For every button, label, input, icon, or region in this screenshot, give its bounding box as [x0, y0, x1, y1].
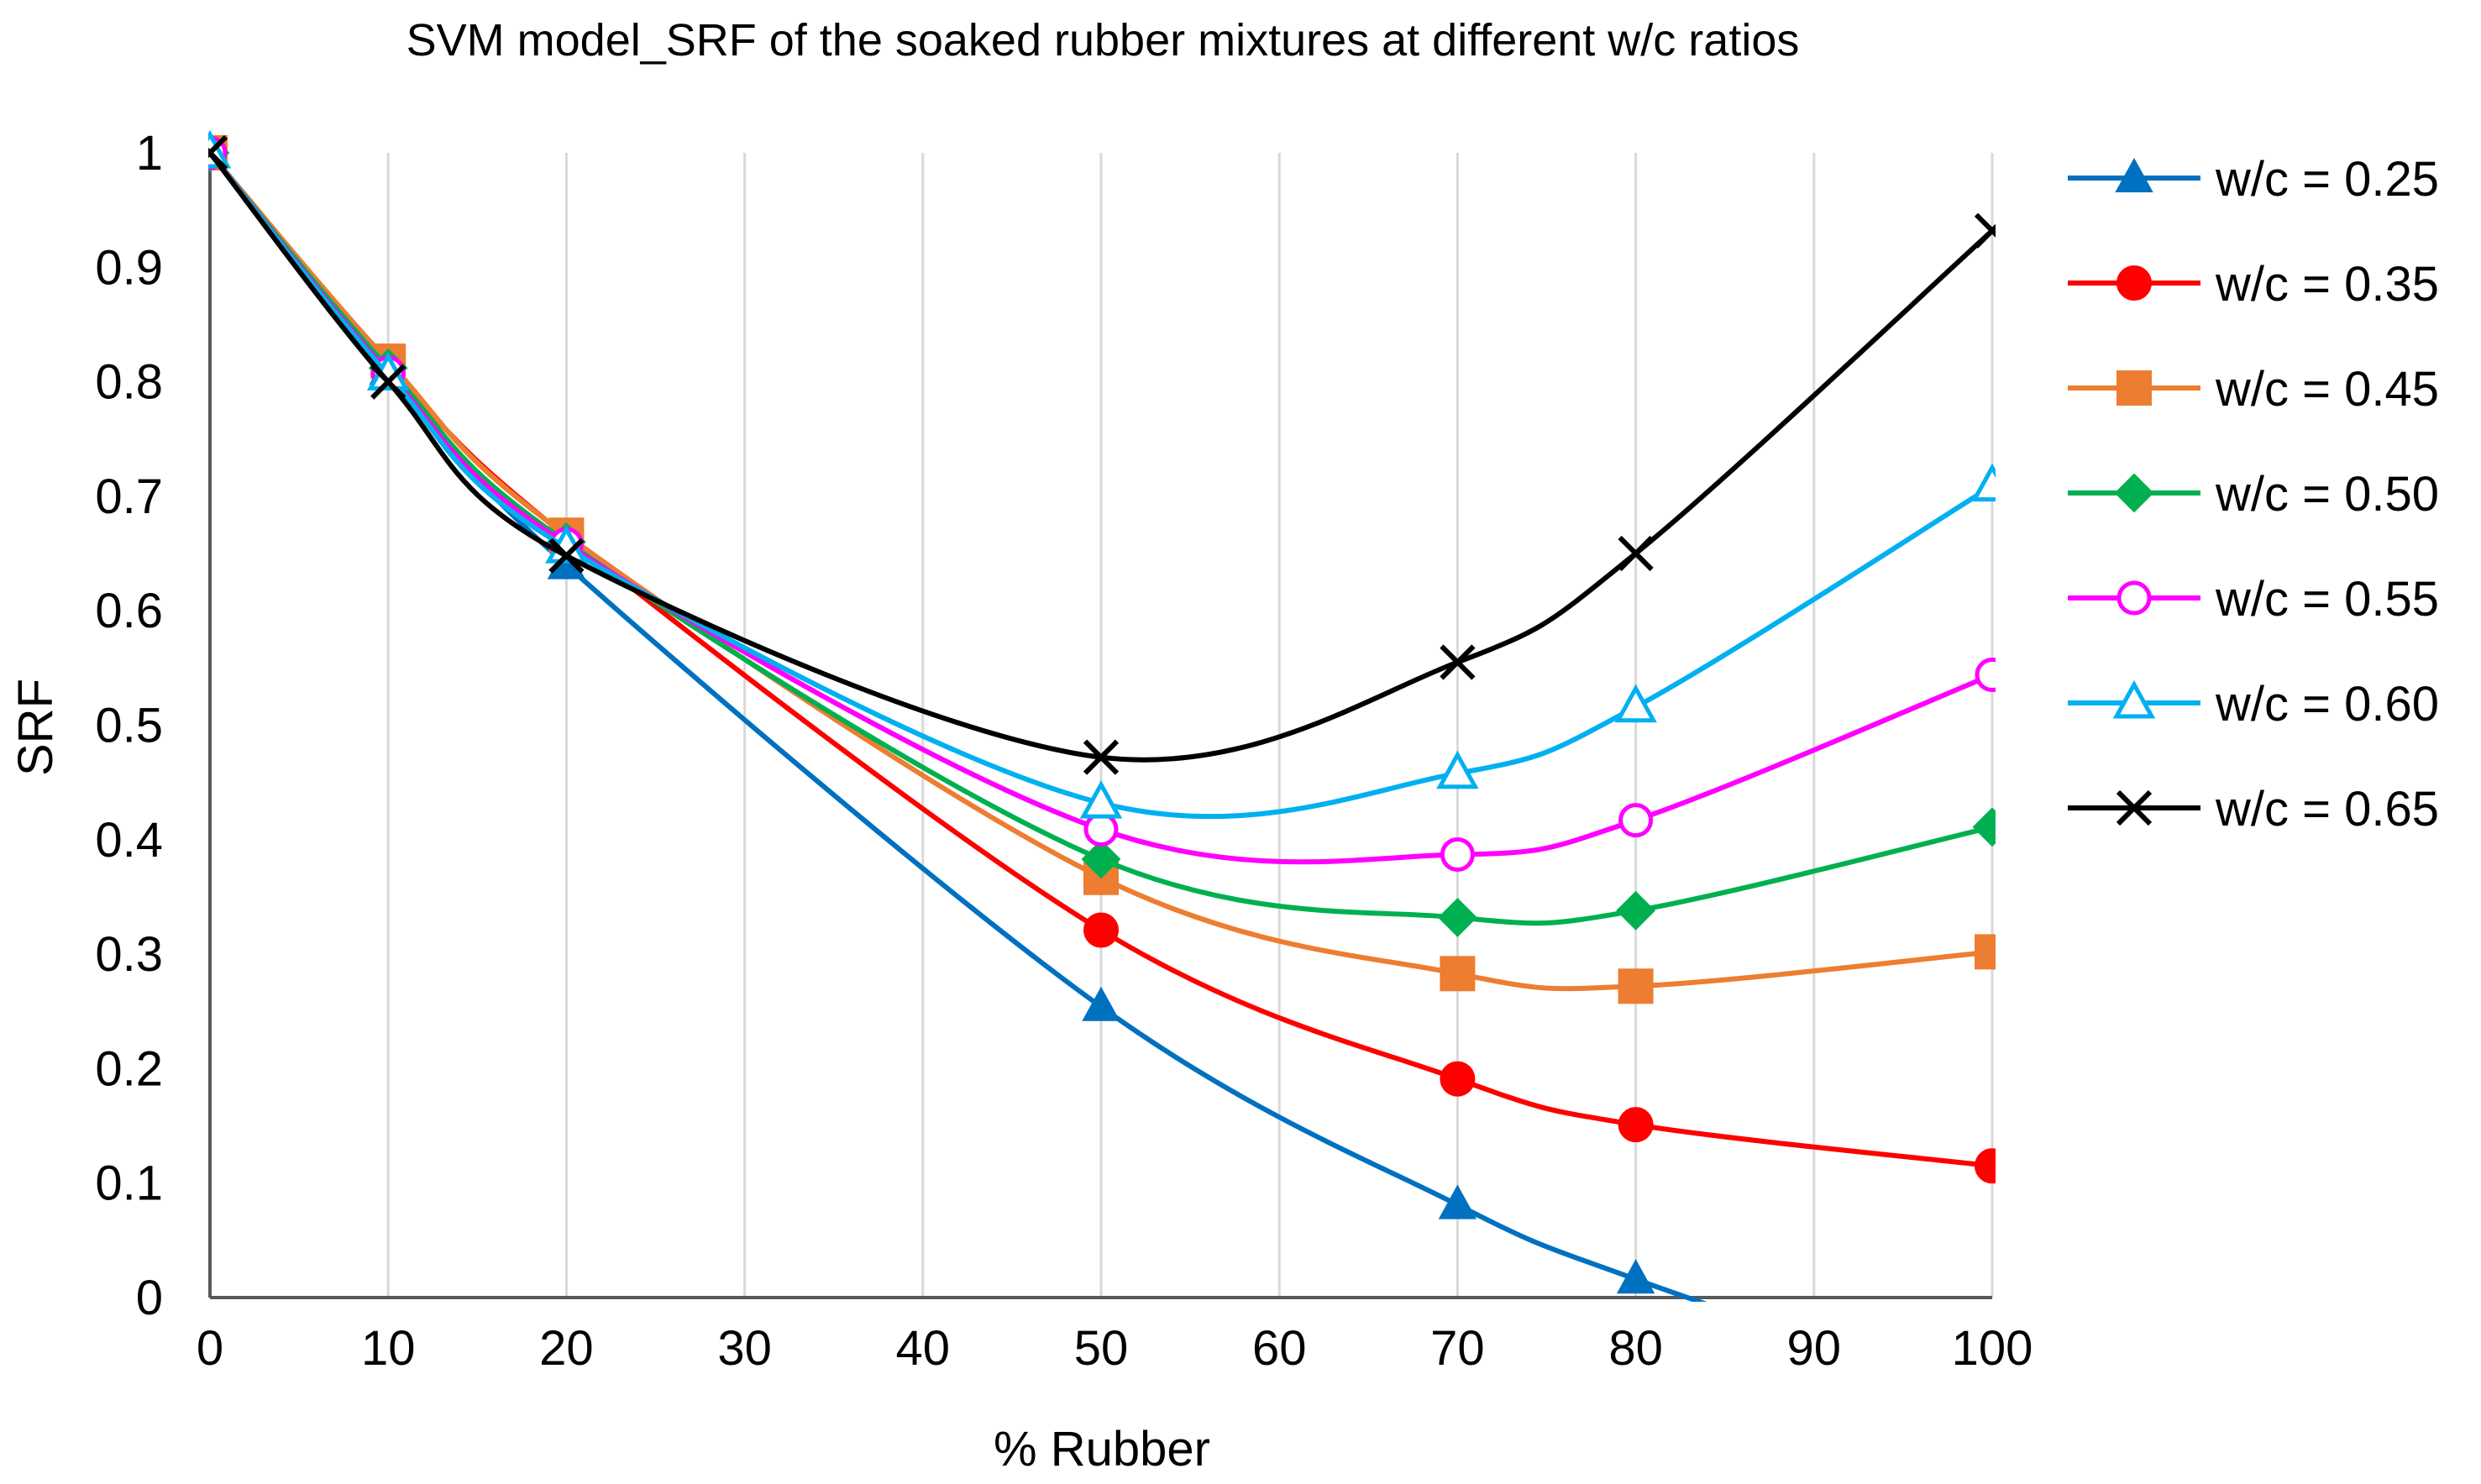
y-axis-label: SRF [8, 679, 63, 776]
x-tick-label: 30 [717, 1321, 772, 1376]
legend-marker [2112, 679, 2156, 719]
y-tick-label: 0.1 [95, 1156, 163, 1211]
data-point [1975, 934, 1996, 970]
legend-label: w/c = 0.50 [2215, 467, 2439, 522]
x-tick-labels: 0 10 20 30 40 50 60 70 80 90 100 [197, 1321, 2033, 1376]
data-point [1975, 1148, 1996, 1184]
y-tick-labels: 0 0.1 0.2 0.3 0.4 0.5 0.6 0.7 0.8 0.9 1 [95, 126, 163, 1325]
series-group [208, 129, 1996, 1302]
legend-label: w/c = 0.55 [2215, 572, 2439, 627]
data-point [370, 364, 407, 400]
data-point [548, 537, 585, 574]
x-tick-label: 20 [539, 1321, 594, 1376]
data-point [1081, 839, 1121, 879]
legend-item: w/c = 0.60 [2068, 677, 2439, 732]
legend-label: w/c = 0.65 [2215, 782, 2439, 836]
data-point [1083, 739, 1120, 775]
y-tick-label: 0.2 [95, 1041, 163, 1096]
legend-marker [2116, 265, 2152, 301]
y-tick-label: 0 [136, 1271, 163, 1325]
data-point [1082, 986, 1120, 1021]
legend-item: w/c = 0.55 [2068, 572, 2439, 627]
legend-label: w/c = 0.45 [2215, 362, 2439, 417]
legend-marker [2116, 370, 2152, 406]
x-tick-label: 90 [1787, 1321, 1842, 1376]
x-tick-label: 60 [1252, 1321, 1307, 1376]
series-6 [208, 134, 1996, 775]
legend-marker [2114, 473, 2154, 513]
x-tick-label: 100 [1952, 1321, 2033, 1376]
data-point [1083, 812, 1119, 847]
grid-lines [386, 153, 1994, 1298]
y-tick-label: 0.7 [95, 469, 163, 524]
data-point [1079, 780, 1123, 819]
data-point [1616, 890, 1656, 931]
data-point [1440, 837, 1475, 873]
data-point [1970, 463, 1996, 502]
legend-item: w/c = 0.45 [2068, 362, 2439, 417]
legend: w/c = 0.25 w/c = 0.35 w/c = 0.45 w/c = 0.50… [2068, 152, 2439, 836]
legend-item: w/c = 0.50 [2068, 467, 2439, 522]
x-tick-label: 40 [896, 1321, 951, 1376]
legend-item: w/c = 0.25 [2068, 152, 2439, 207]
data-point [1618, 535, 1654, 572]
y-tick-label: 0.3 [95, 927, 163, 982]
legend-label: w/c = 0.60 [2215, 677, 2439, 732]
data-point [1972, 807, 1996, 847]
data-point [1618, 968, 1654, 1004]
data-point [1436, 750, 1479, 789]
data-point [1618, 1107, 1654, 1143]
data-point [1440, 1061, 1476, 1097]
x-tick-label: 0 [197, 1321, 223, 1376]
data-point [1440, 956, 1476, 992]
legend-item: w/c = 0.65 [2068, 782, 2439, 836]
data-point [1614, 684, 1657, 723]
data-point [1437, 898, 1477, 937]
x-tick-label: 50 [1074, 1321, 1129, 1376]
x-axis-label: % Rubber [994, 1422, 1210, 1476]
y-tick-label: 0.6 [95, 584, 163, 638]
x-tick-label: 80 [1608, 1321, 1663, 1376]
chart-title: SVM model_SRF of the soaked rubber mixtu… [407, 15, 1800, 66]
y-tick-label: 0.5 [95, 699, 163, 753]
axes [208, 153, 1992, 1299]
data-point [1616, 1259, 1655, 1294]
data-point [1618, 803, 1654, 838]
legend-item: w/c = 0.35 [2068, 257, 2439, 312]
y-tick-label: 0.9 [95, 240, 163, 295]
data-point [1083, 912, 1119, 948]
legend-marker [2115, 157, 2153, 192]
legend-marker [2116, 789, 2153, 826]
data-point [1974, 212, 1996, 249]
data-point [1438, 1184, 1477, 1219]
legend-label: w/c = 0.25 [2215, 152, 2439, 207]
x-tick-label: 10 [361, 1321, 416, 1376]
y-tick-label: 0.4 [95, 813, 163, 868]
x-tick-label: 70 [1430, 1321, 1485, 1376]
legend-marker [2116, 580, 2152, 616]
y-tick-label: 0.8 [95, 355, 163, 410]
data-point [1440, 644, 1476, 680]
data-point [208, 134, 228, 171]
legend-label: w/c = 0.35 [2215, 257, 2439, 312]
y-tick-label: 1 [136, 126, 163, 181]
data-point [1975, 658, 1996, 693]
